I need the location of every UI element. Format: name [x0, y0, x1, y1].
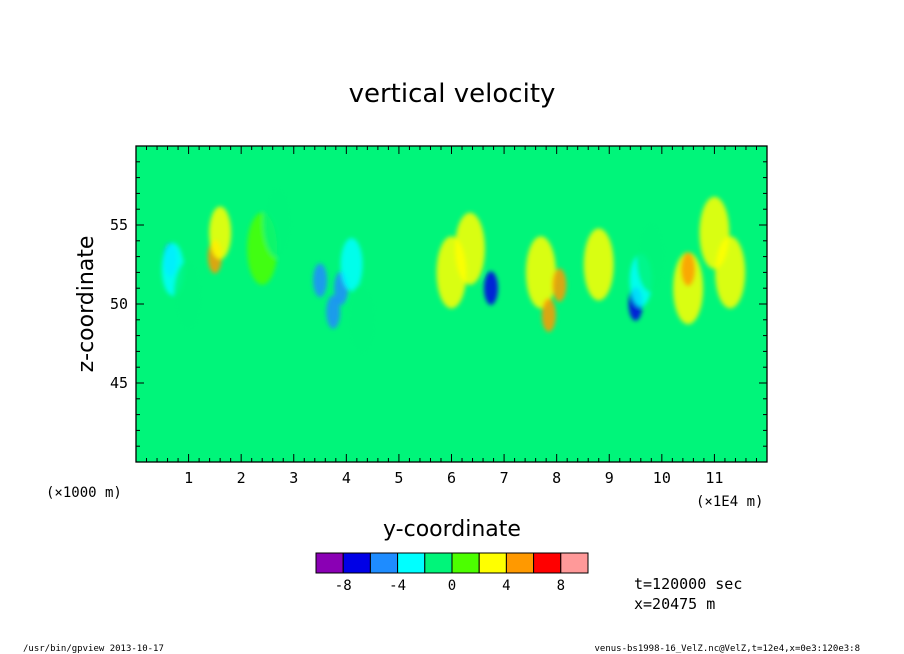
chart-title: vertical velocity	[349, 79, 556, 109]
x-unit-right: (×1E4 m)	[696, 494, 763, 510]
colorbar-swatch	[451, 552, 480, 574]
y-axis: 45 50 55	[110, 161, 767, 447]
x-tick-label: 5	[394, 469, 403, 487]
footer-left: /usr/bin/gpview 2013-10-17	[23, 644, 164, 654]
colorbar-swatch	[424, 552, 453, 574]
x-tick-label: 9	[605, 469, 614, 487]
field-feature	[209, 206, 232, 260]
colorbar-tick-label: 8	[557, 578, 565, 594]
colorbar-tick-label: 4	[502, 578, 510, 594]
heatmap-field	[136, 146, 767, 462]
x-tick-label: 10	[653, 469, 671, 487]
field-feature	[541, 298, 556, 332]
x-tick-label: 8	[552, 469, 561, 487]
field-feature	[262, 185, 293, 258]
field-feature	[552, 268, 567, 302]
field-feature	[483, 271, 498, 306]
x-axis-label: y-coordinate	[383, 517, 521, 542]
field-feature	[583, 228, 614, 301]
field-feature	[673, 252, 704, 325]
x-tick-label: 11	[705, 469, 723, 487]
y-axis-label: z-coordinate	[74, 236, 99, 373]
field-feature	[347, 283, 378, 356]
colorbar-swatch	[478, 552, 507, 574]
field-feature	[173, 260, 204, 333]
y-tick-label: 45	[110, 374, 128, 392]
x-unit-left: (×1000 m)	[46, 485, 122, 501]
colorbar-swatch	[560, 552, 589, 574]
x-tick-label: 6	[447, 469, 456, 487]
colorbar-tick-label: 0	[448, 578, 456, 594]
colorbar-swatch	[342, 552, 371, 574]
field-feature	[525, 236, 556, 309]
field-feature	[326, 295, 341, 329]
field-feature	[454, 212, 485, 285]
y-tick-label: 55	[110, 216, 128, 234]
field-feature	[636, 220, 667, 293]
field-feature	[313, 263, 328, 298]
colorbar-swatch	[315, 552, 344, 574]
y-tick-label: 50	[110, 295, 128, 313]
field-feature	[340, 238, 363, 291]
x-tick-label: 1	[184, 469, 193, 487]
x-tick-label: 4	[342, 469, 351, 487]
colorbar-swatch	[533, 552, 562, 574]
field-feature	[699, 196, 730, 269]
colorbar: -8 -4 0 4 8	[315, 552, 589, 594]
colorbar-swatch	[369, 552, 399, 574]
field-feature	[681, 252, 696, 287]
colorbar-tick-label: -4	[389, 578, 406, 594]
x-tick-label: 3	[289, 469, 298, 487]
position-label: x=20475 m	[634, 595, 715, 613]
colorbar-swatch	[397, 552, 426, 574]
x-tick-label: 2	[237, 469, 246, 487]
time-label: t=120000 sec	[634, 575, 742, 593]
x-axis: 1 2 3 4 5 6 7 8 9 10 11	[146, 146, 757, 487]
colorbar-swatch	[505, 552, 535, 574]
x-tick-label: 7	[500, 469, 509, 487]
footer-right: venus-bs1998-16_VelZ.nc@VelZ,t=12e4,x=0e…	[594, 644, 860, 654]
colorbar-tick-label: -8	[335, 578, 352, 594]
